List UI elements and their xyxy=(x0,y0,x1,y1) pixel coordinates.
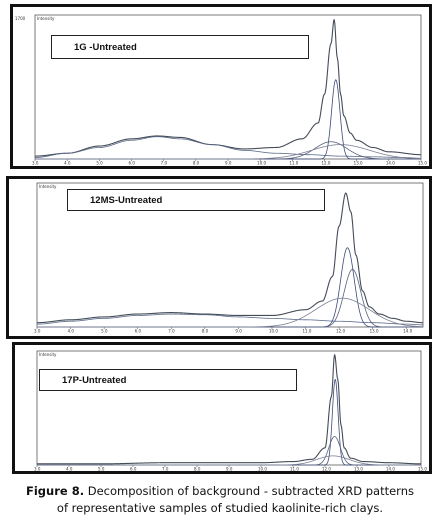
series-fit-peak-3 xyxy=(35,144,422,160)
x-tick-label: 8.0 xyxy=(194,467,201,472)
x-tick-label: 11.0 xyxy=(290,467,299,472)
series-fit-peak-2 xyxy=(35,141,421,160)
xrd-panel-2: Intensity 3.0 4.0 5.0 6.0 7.0 8.0 9.0 10.0 11.0 12… xyxy=(6,176,432,339)
figure-label: Figure 8. xyxy=(26,484,85,498)
x-tick-label: 7.0 xyxy=(161,161,168,166)
y-axis-label: Intensity xyxy=(39,352,57,357)
x-tick-label: 14.0 xyxy=(403,329,412,334)
x-tick-label: 4.0 xyxy=(68,329,75,334)
x-tick-label: 11.0 xyxy=(303,329,312,334)
caption-line-2: of representative samples of studied kao… xyxy=(56,501,384,515)
x-tick-label: 10.0 xyxy=(269,329,278,334)
panel-3-title: 17P-Untreated xyxy=(39,369,297,391)
x-tick-label: 13.0 xyxy=(354,467,363,472)
x-tick-label: 4.0 xyxy=(64,161,71,166)
x-tick-label: 10.0 xyxy=(257,161,266,166)
panel-2-title: 12MS-Untreated xyxy=(67,189,325,211)
x-tick-label: 8.0 xyxy=(193,161,200,166)
xrd-panel-1: Intensity 1700 3.0 4.0 5.0 6.0 7.0 8.0 9.0 10.0 11… xyxy=(10,4,432,169)
x-tick-label: 6.0 xyxy=(135,329,142,334)
series-fit-broad xyxy=(35,136,421,159)
x-tick-label: 6.0 xyxy=(130,467,137,472)
y-axis-label: Intensity xyxy=(37,16,55,21)
series-measured xyxy=(35,19,421,157)
x-tick-label: 13.0 xyxy=(354,161,363,166)
caption-line-1: Decomposition of background - subtracted… xyxy=(84,484,414,498)
x-tick-label: 5.0 xyxy=(96,161,103,166)
series-fit-broad xyxy=(37,313,423,326)
y-tick-label: 1700 xyxy=(15,16,26,21)
figure-caption: Figure 8. Decomposition of background - … xyxy=(0,483,440,517)
x-tick-label: 3.0 xyxy=(34,329,41,334)
series-fit-peak-3 xyxy=(37,297,424,328)
series-fit-peak-3 xyxy=(37,455,421,466)
x-tick-label: 14.0 xyxy=(386,161,395,166)
series-fit-peak-1 xyxy=(37,378,421,466)
xrd-panel-3: Intensity 3.0 4.0 5.0 6.0 7.0 8.0 9.0 10.0 11.0 12… xyxy=(12,342,432,474)
x-tick-label: 7.0 xyxy=(168,329,175,334)
series-fit-peak-2 xyxy=(37,268,423,328)
x-tick-label: 9.0 xyxy=(226,467,233,472)
x-tick-label: 3.0 xyxy=(32,161,39,166)
x-tick-label: 4.0 xyxy=(66,467,73,472)
x-tick-label: 14.0 xyxy=(386,467,395,472)
x-tick-label: 3.0 xyxy=(34,467,41,472)
series-measured xyxy=(37,192,424,324)
x-tick-label: 13.0 xyxy=(370,329,379,334)
x-tick-label: 5.0 xyxy=(98,467,105,472)
series-fit-peak-2 xyxy=(37,436,421,466)
x-tick-label: 10.0 xyxy=(258,467,267,472)
xrd-plot-2: Intensity 3.0 4.0 5.0 6.0 7.0 8.0 9.0 10.0 11.0 12… xyxy=(34,182,424,334)
x-tick-label: 12.0 xyxy=(322,467,331,472)
x-tick-label: 15.0 xyxy=(418,161,427,166)
x-tick-label: 7.0 xyxy=(162,467,169,472)
x-tick-label: 6.0 xyxy=(129,161,136,166)
x-tick-label: 12.0 xyxy=(336,329,345,334)
x-tick-label: 11.0 xyxy=(289,161,298,166)
xrd-plot-1: Intensity 1700 3.0 4.0 5.0 6.0 7.0 8.0 9.0 10.0 11… xyxy=(15,14,427,166)
x-tick-label: 15.0 xyxy=(418,467,427,472)
xrd-plot-3: Intensity 3.0 4.0 5.0 6.0 7.0 8.0 9.0 10.0 11.0 12… xyxy=(34,350,427,472)
x-tick-label: 5.0 xyxy=(101,329,108,334)
x-tick-label: 12.0 xyxy=(322,161,331,166)
x-tick-label: 8.0 xyxy=(202,329,209,334)
y-axis-label: Intensity xyxy=(39,184,57,189)
x-tick-label: 9.0 xyxy=(235,329,242,334)
panel-1-title: 1G -Untreated xyxy=(51,35,309,59)
x-tick-label: 9.0 xyxy=(225,161,232,166)
series-measured xyxy=(37,354,421,465)
